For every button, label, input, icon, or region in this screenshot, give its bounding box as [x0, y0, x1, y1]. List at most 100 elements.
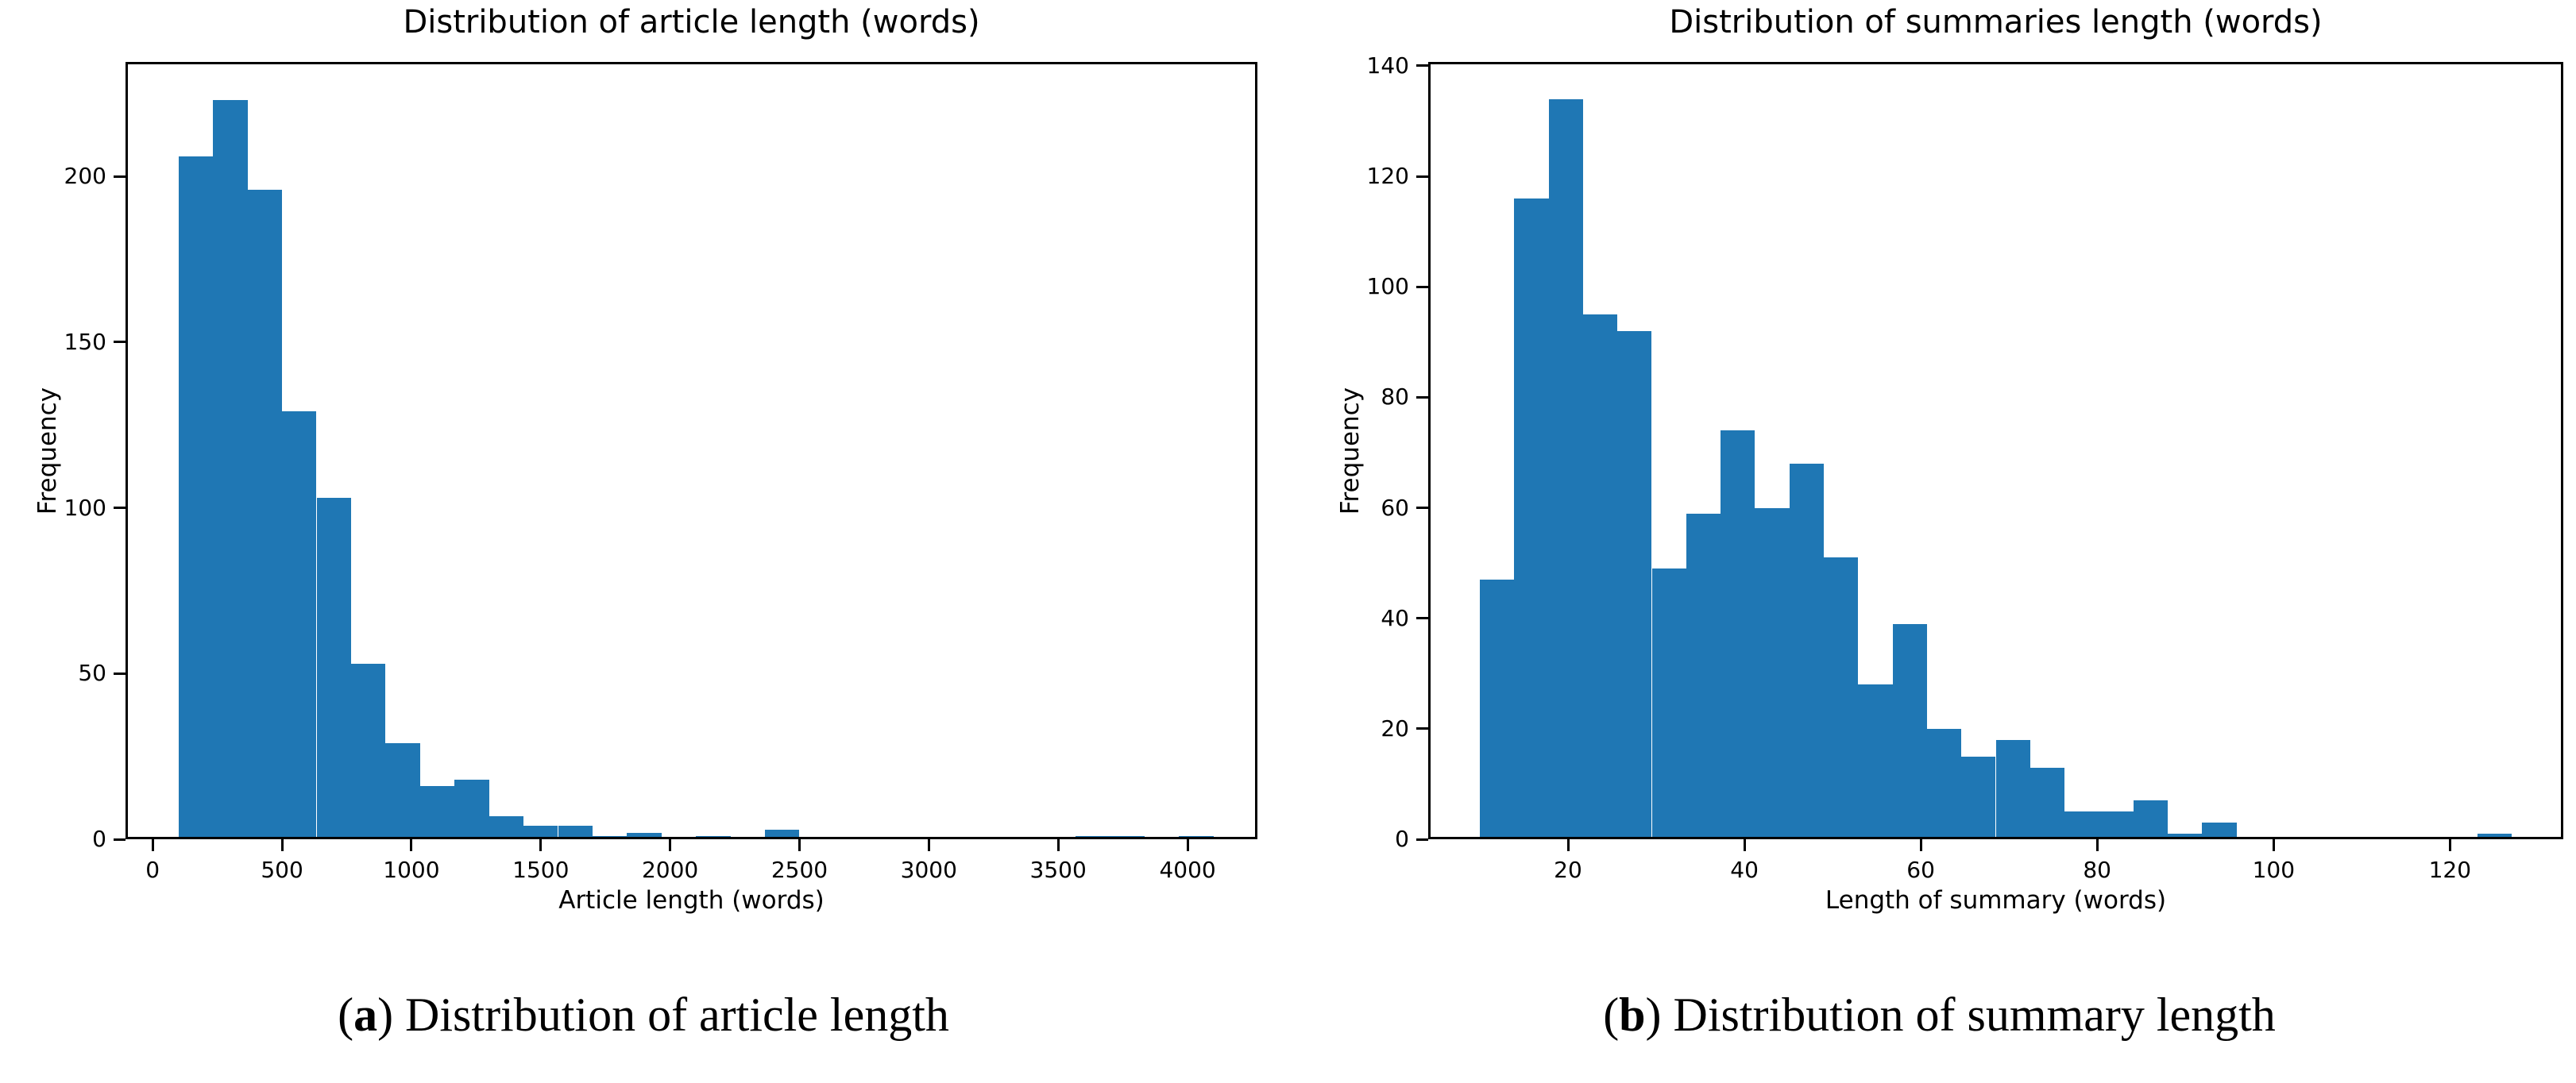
- x-tick-label: 3000: [900, 857, 957, 883]
- y-tick-label: 20: [1381, 715, 1409, 742]
- y-tick: [1416, 175, 1428, 178]
- x-tick-label: 80: [2083, 857, 2111, 883]
- y-tick-label: 140: [1366, 52, 1409, 79]
- histogram-bar: [696, 835, 731, 839]
- x-tick: [1743, 839, 1746, 851]
- x-tick-label: 20: [1554, 857, 1582, 883]
- histogram-bar: [282, 411, 317, 839]
- histogram-bar: [489, 815, 523, 839]
- y-tick: [114, 341, 126, 344]
- histogram-bar: [592, 835, 628, 839]
- caption-b: (b) Distribution of summary length: [1303, 985, 2576, 1045]
- x-tick-label: 3500: [1029, 857, 1087, 883]
- x-tick: [2448, 839, 2451, 851]
- y-tick-label: 200: [64, 163, 106, 189]
- y-tick-label: 40: [1381, 604, 1409, 631]
- x-tick: [280, 839, 284, 851]
- x-tick: [410, 839, 413, 851]
- y-tick: [1416, 64, 1428, 67]
- histogram-bar: [765, 829, 800, 839]
- y-tick-label: 0: [1395, 826, 1409, 852]
- x-tick: [1186, 839, 1189, 851]
- x-tick: [1056, 839, 1060, 851]
- histogram-bar: [1179, 835, 1214, 839]
- x-tick: [1919, 839, 1922, 851]
- histogram-bar: [1789, 463, 1824, 839]
- histogram-bar: [2099, 811, 2134, 839]
- histogram-bar: [385, 742, 420, 839]
- y-tick: [114, 672, 126, 675]
- histogram-bar: [1824, 557, 1859, 839]
- x-tick-label: 1500: [512, 857, 570, 883]
- x-axis-label-article: Article length (words): [558, 886, 825, 915]
- y-tick: [1416, 838, 1428, 841]
- x-tick-label: 40: [1730, 857, 1759, 883]
- y-tick-label: 150: [64, 328, 106, 355]
- histogram-bar: [2030, 767, 2065, 839]
- caption-b-prefix: (: [1603, 989, 1620, 1041]
- x-tick-label: 1000: [383, 857, 440, 883]
- y-tick: [1416, 617, 1428, 620]
- chart-title-article: Distribution of article length (words): [403, 4, 980, 40]
- histogram-bar: [1721, 430, 1755, 839]
- x-axis-label-summary: Length of summary (words): [1825, 886, 2167, 915]
- y-tick-label: 120: [1366, 163, 1409, 189]
- histogram-bar: [558, 826, 593, 839]
- x-tick: [798, 839, 801, 851]
- y-tick: [1416, 507, 1428, 509]
- x-tick-label: 100: [2252, 857, 2296, 883]
- histogram-bar: [1686, 513, 1721, 839]
- caption-a-text: ) Distribution of article length: [377, 989, 949, 1041]
- histogram-bar: [1110, 835, 1145, 839]
- histogram-bar: [2168, 834, 2203, 839]
- histogram-bar: [1858, 684, 1893, 839]
- x-tick: [539, 839, 543, 851]
- histogram-bar: [1926, 728, 1962, 839]
- x-tick-label: 120: [2428, 857, 2472, 883]
- y-tick-label: 100: [64, 494, 106, 521]
- histogram-bar: [2064, 811, 2099, 839]
- y-tick-label: 0: [92, 826, 106, 852]
- x-tick-label: 500: [261, 857, 303, 883]
- plot-area-summary: 20 40 60 80 100 120 0 20 40 60 80 100 120 140: [1367, 52, 2563, 883]
- histogram-bar: [178, 156, 214, 839]
- histogram-bar: [1514, 198, 1549, 839]
- x-tick-label: 2000: [641, 857, 699, 883]
- histogram-bar: [316, 498, 351, 839]
- y-axis-label-summary: Frequency: [1336, 387, 1365, 515]
- histogram-bar: [1480, 580, 1515, 839]
- x-tick: [2272, 839, 2275, 851]
- x-tick-label: 4000: [1159, 857, 1216, 883]
- histogram-bar: [1651, 568, 1686, 839]
- caption-b-marker: b: [1619, 989, 1646, 1041]
- y-tick: [1416, 285, 1428, 288]
- histogram-bar: [1892, 623, 1927, 839]
- x-tick: [927, 839, 930, 851]
- caption-b-text: ) Distribution of summary length: [1645, 989, 2276, 1041]
- plot-area-article: 0 500 1000 1500 2000 2500 3000 3500 4000 0 50 100 15…: [64, 62, 1257, 883]
- caption-a-marker: a: [353, 989, 378, 1041]
- histogram-bar: [1755, 507, 1790, 839]
- histogram-bar: [523, 826, 558, 839]
- x-tick: [2095, 839, 2099, 851]
- histogram-bar: [1961, 756, 1996, 839]
- x-tick-label: 0: [145, 857, 160, 883]
- x-tick-label: 60: [1906, 857, 1935, 883]
- y-tick-label: 100: [1366, 273, 1409, 300]
- histogram-bar: [2202, 823, 2237, 839]
- histogram-bar: [419, 786, 455, 839]
- chart-title-summary: Distribution of summaries length (words): [1669, 4, 2323, 40]
- histogram-bar: [2133, 800, 2168, 839]
- x-tick: [1566, 839, 1570, 851]
- y-tick-label: 50: [78, 660, 106, 687]
- caption-a-prefix: (: [338, 989, 354, 1041]
- histogram-bar: [454, 779, 489, 839]
- y-tick: [114, 175, 126, 178]
- y-tick: [114, 838, 126, 841]
- x-tick-label: 2500: [770, 857, 828, 883]
- y-tick-label: 80: [1381, 383, 1409, 410]
- histogram-bar: [1075, 835, 1110, 839]
